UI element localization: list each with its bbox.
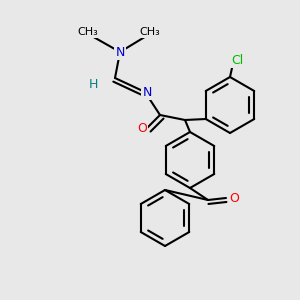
Text: Cl: Cl [231, 53, 243, 67]
Text: O: O [137, 122, 147, 134]
Text: H: H [88, 79, 98, 92]
Text: CH₃: CH₃ [140, 27, 160, 37]
Text: O: O [229, 191, 239, 205]
Text: CH₃: CH₃ [78, 27, 98, 37]
Text: N: N [142, 85, 152, 98]
Text: N: N [115, 46, 125, 59]
